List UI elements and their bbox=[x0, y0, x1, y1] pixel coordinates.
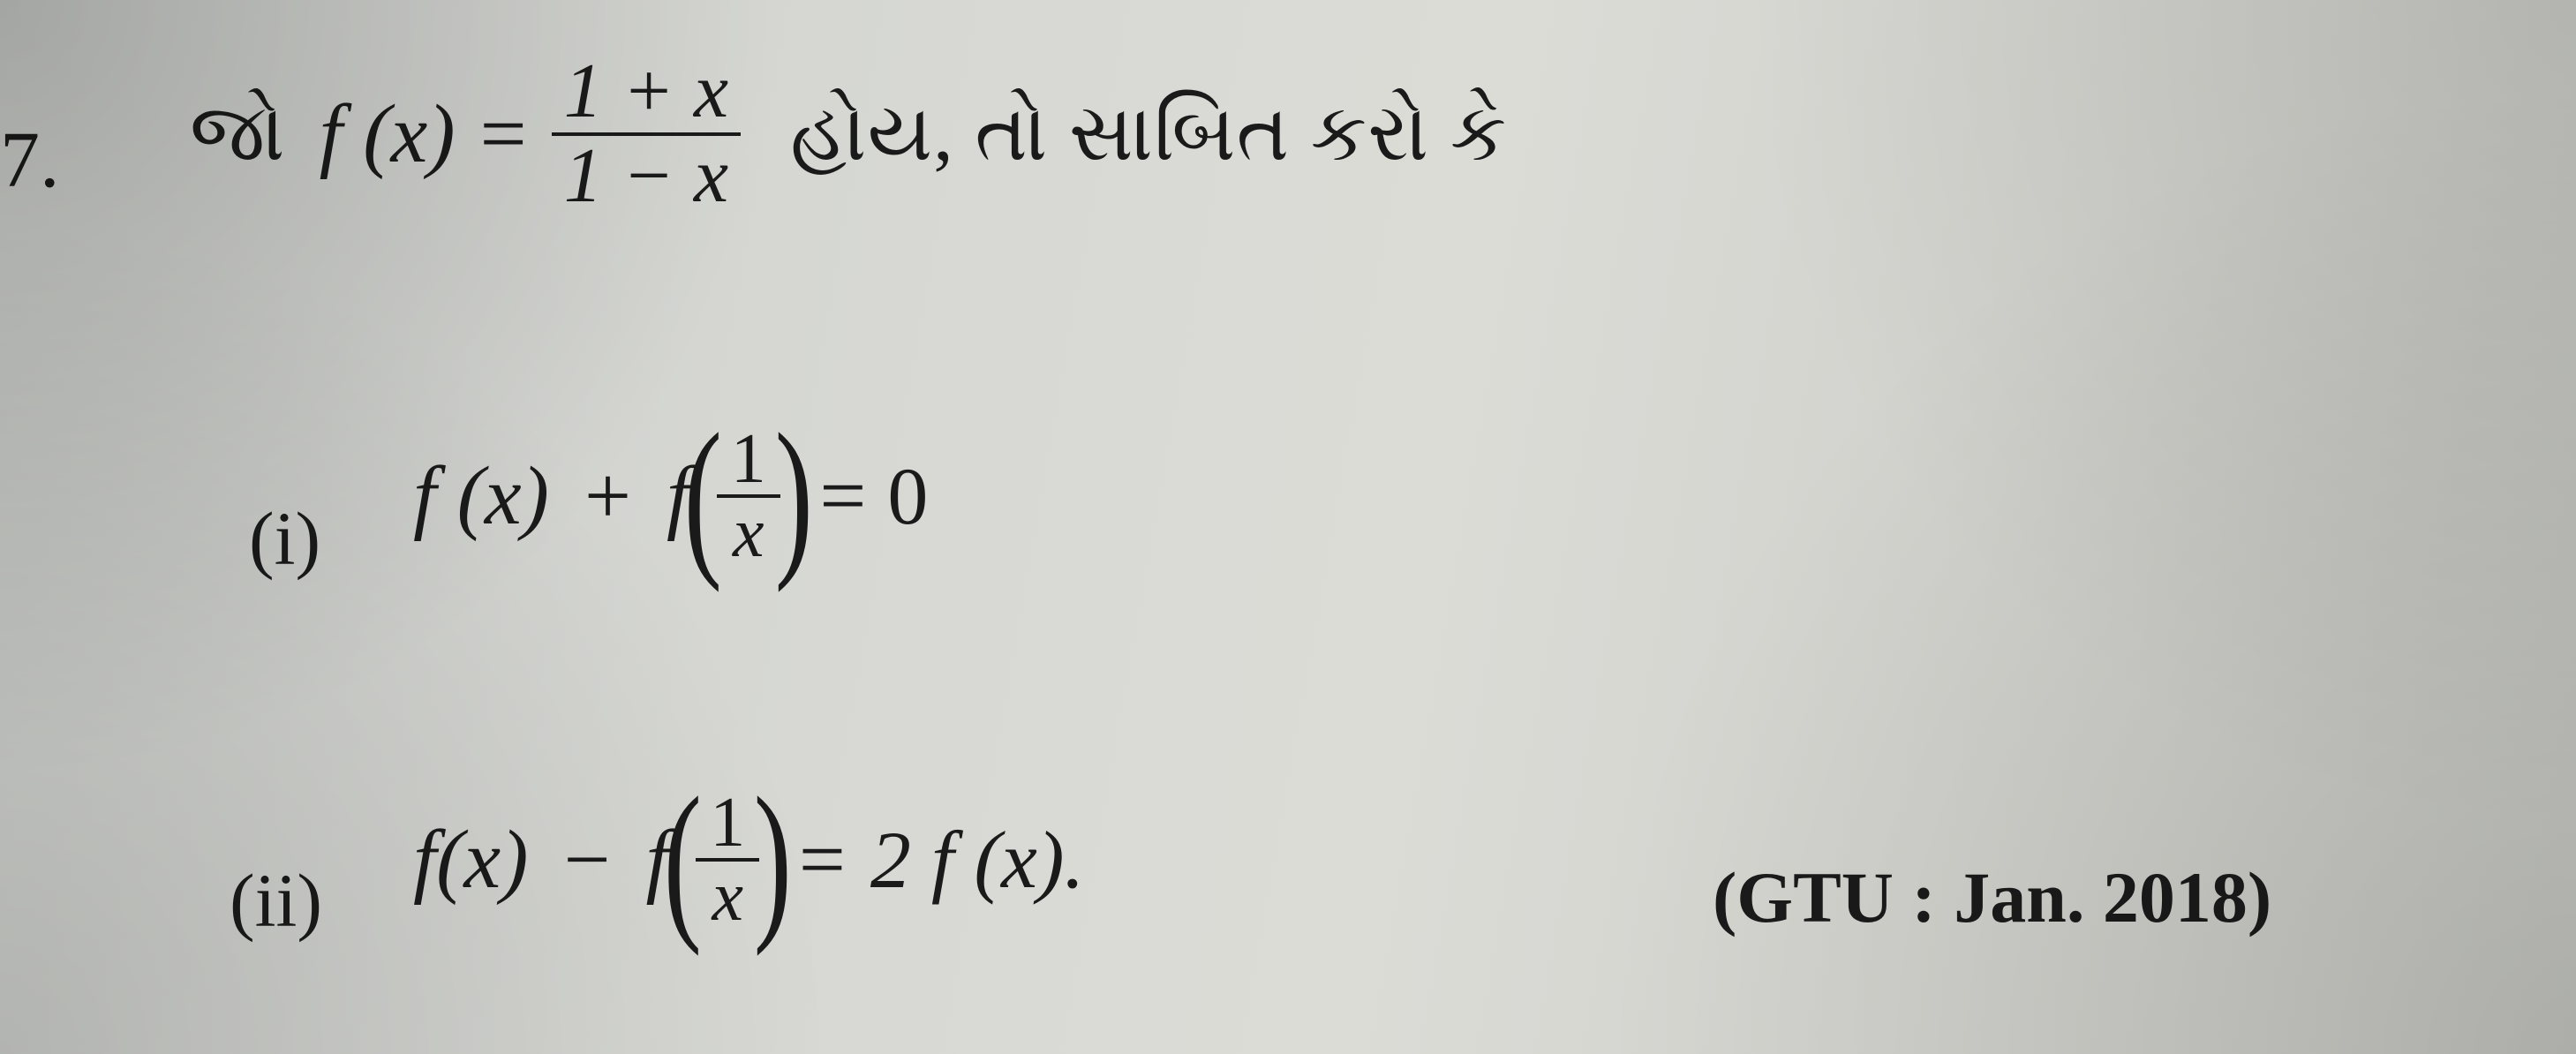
open-paren-icon: ( bbox=[663, 794, 701, 926]
fraction-def: 1 + x 1 − x bbox=[552, 51, 741, 217]
close-paren-icon: ) bbox=[774, 430, 812, 562]
part-i-b-den: x bbox=[719, 498, 779, 568]
part-ii-eq: = bbox=[799, 812, 846, 907]
part-ii-b-num: 1 bbox=[696, 787, 759, 858]
equals-sign-def: = bbox=[480, 87, 527, 182]
part-i-b-frac: 1 x bbox=[717, 424, 780, 568]
part-i-op: + bbox=[584, 448, 631, 544]
close-paren-icon: ) bbox=[754, 794, 792, 926]
prompt-suffix: હોય, તો સાબિત કરો કે bbox=[790, 88, 1507, 180]
part-ii-op: − bbox=[563, 812, 610, 907]
part-ii-b-den: x bbox=[697, 862, 757, 932]
part-ii-a: f(x) bbox=[413, 812, 528, 907]
part-i-a: f (x) bbox=[413, 448, 549, 544]
part-i-rhs: 0 bbox=[887, 449, 928, 543]
fraction-den: 1 − x bbox=[552, 136, 741, 217]
open-paren-icon: ( bbox=[684, 430, 722, 562]
part-ii-b-frac: 1 x bbox=[696, 787, 759, 932]
part-i-label: (i) bbox=[249, 494, 320, 583]
func-lhs: f (x) bbox=[320, 87, 456, 182]
question-number: 7. bbox=[0, 115, 60, 206]
part-ii-b-arg: ( 1 x ) bbox=[669, 787, 787, 932]
part-i-b-num: 1 bbox=[717, 424, 780, 494]
prompt-prefix: જો bbox=[190, 88, 286, 180]
fraction-num: 1 + x bbox=[552, 51, 741, 132]
part-ii-label: (ii) bbox=[230, 856, 322, 945]
part-ii-rhs: 2 f (x). bbox=[870, 813, 1085, 907]
attribution: (GTU : Jan. 2018) bbox=[1713, 856, 2271, 939]
part-i-b-arg: ( 1 x ) bbox=[689, 424, 807, 568]
part-i-eq: = bbox=[819, 448, 866, 544]
